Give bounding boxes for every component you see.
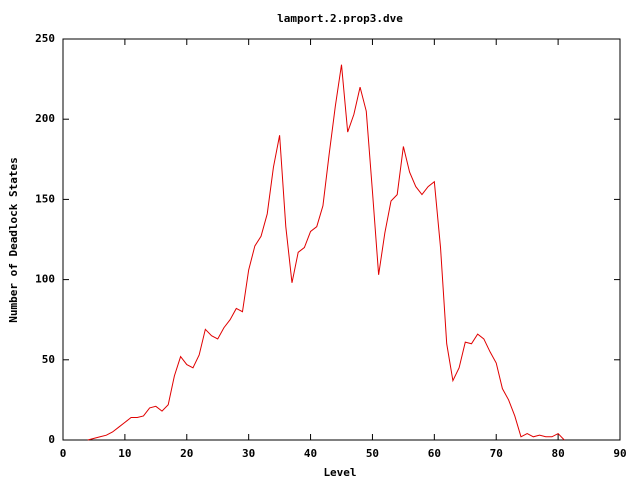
x-axis-label: Level <box>323 466 356 479</box>
y-tick-label: 0 <box>48 433 55 446</box>
y-tick-label: 150 <box>35 192 55 205</box>
x-tick-label: 20 <box>180 447 193 460</box>
x-tick-label: 70 <box>490 447 503 460</box>
x-tick-label: 30 <box>242 447 255 460</box>
x-tick-label: 40 <box>304 447 317 460</box>
x-tick-label: 50 <box>366 447 379 460</box>
data-line <box>87 64 565 441</box>
x-tick-label: 90 <box>613 447 626 460</box>
x-tick-label: 80 <box>551 447 564 460</box>
plot-border <box>62 38 621 441</box>
y-axis-label: Number of Deadlock States <box>7 157 20 323</box>
x-tick-label: 0 <box>60 447 67 460</box>
y-tick-label: 200 <box>35 112 55 125</box>
y-tick-label: 100 <box>35 273 55 286</box>
x-tick-label: 60 <box>428 447 441 460</box>
y-tick-label: 50 <box>42 353 55 366</box>
chart-title: lamport.2.prop3.dve <box>277 12 403 25</box>
y-tick-label: 250 <box>35 32 55 45</box>
x-tick-label: 10 <box>118 447 131 460</box>
